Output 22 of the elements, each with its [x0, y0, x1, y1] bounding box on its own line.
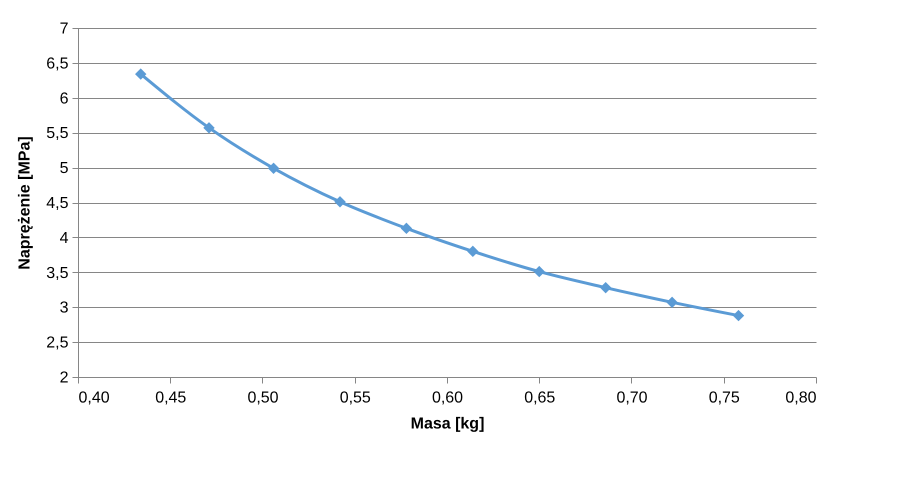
y-tick-label: 3,5 — [46, 264, 69, 282]
x-tick-label: 0,65 — [524, 390, 556, 406]
y-tick-label: 7 — [60, 20, 69, 38]
y-tick-label: 5 — [60, 160, 69, 178]
x-tick-label: 0,70 — [616, 390, 648, 406]
y-tick-label: 5,5 — [46, 125, 69, 142]
x-tick-label: 0,55 — [340, 390, 371, 406]
x-tick-label: 0,40 — [78, 390, 110, 406]
x-tick-label: 0,50 — [247, 390, 279, 406]
y-tick-label: 2,5 — [46, 334, 69, 352]
y-tick-label: 6,5 — [46, 55, 69, 72]
x-axis-title: Masa [kg] — [410, 416, 484, 432]
x-tick-label: 0,45 — [155, 390, 186, 406]
x-tick-label: 0,75 — [708, 390, 740, 406]
x-tick-label: 0,80 — [785, 390, 817, 406]
y-tick-label: 3 — [60, 300, 69, 317]
y-tick-label: 2 — [60, 370, 69, 386]
y-tick-label: 4 — [60, 230, 69, 247]
x-tick-label: 0,60 — [432, 390, 464, 406]
y-tick-label: 6 — [60, 90, 69, 108]
y-tick-label: 4,5 — [46, 195, 69, 212]
y-axis-title: Naprężenie [MPa] — [16, 136, 34, 270]
